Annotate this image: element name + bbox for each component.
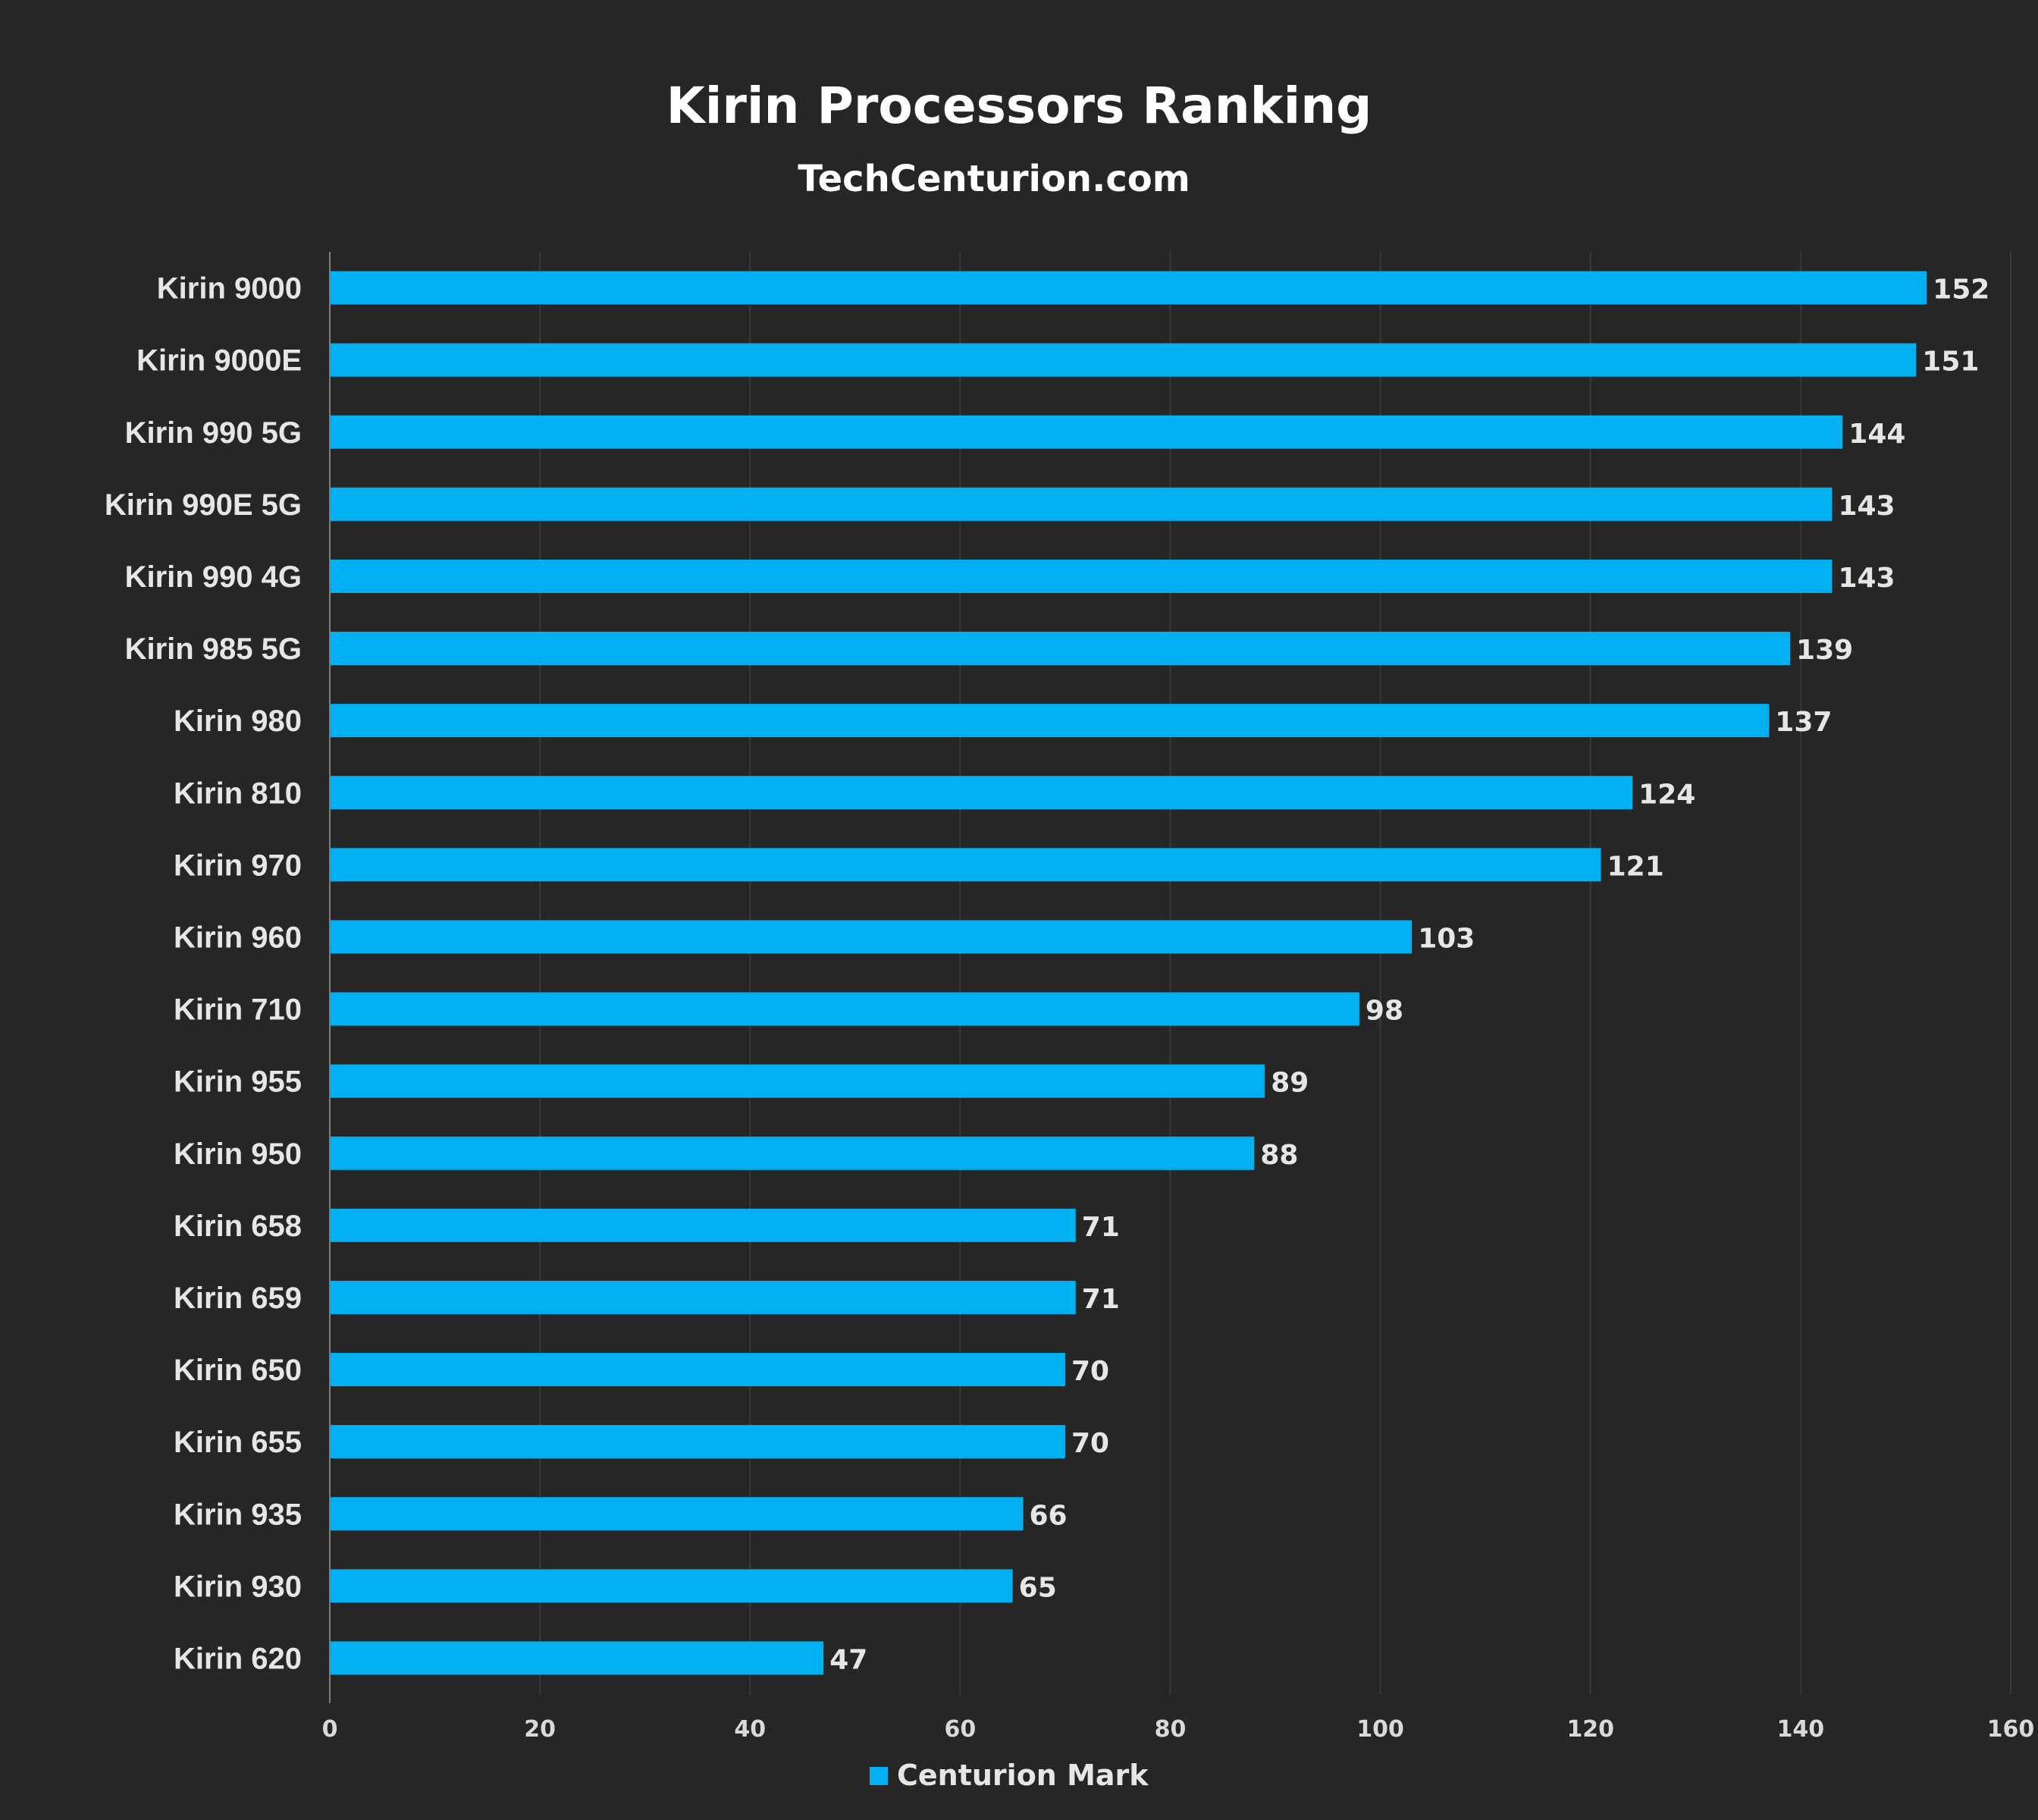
data-label: 151 [1922,347,1979,378]
data-label: 137 [1775,707,1832,738]
bar [331,1569,1013,1603]
data-label: 70 [1071,1356,1109,1387]
bar [331,992,1359,1026]
bar [331,487,1833,521]
data-label: 143 [1838,563,1895,594]
bar [331,1064,1265,1098]
data-label: 98 [1365,996,1403,1027]
gridlines [539,252,2011,1694]
bar [331,1208,1076,1242]
category-label: Kirin 990 4G [125,560,302,594]
chart-subtitle: TechCenturion.com [798,158,1190,200]
data-label: 88 [1260,1140,1298,1171]
category-label: Kirin 970 [174,849,302,882]
x-tick-label: 120 [1566,1716,1614,1743]
data-label: 121 [1607,851,1664,882]
data-label: 71 [1082,1212,1120,1243]
category-label: Kirin 620 [174,1642,302,1675]
category-label: Kirin 9000E [136,344,302,378]
bar [331,1353,1065,1387]
data-label: 89 [1271,1068,1309,1099]
bars: 152 151 144 143 143 139 137 124 121 103 98 89 88 71 71… [331,271,1989,1675]
bar [331,559,1833,593]
data-label: 103 [1418,923,1475,954]
data-label: 47 [829,1644,867,1675]
category-label: Kirin 655 [174,1426,302,1459]
data-label: 143 [1838,491,1895,522]
bar [331,343,1917,377]
bar [331,1497,1024,1531]
data-label: 139 [1796,635,1853,666]
bar [331,271,1927,305]
category-label: Kirin 810 [174,777,302,810]
x-tick-label: 40 [734,1716,766,1743]
category-label: Kirin 985 5G [125,632,302,666]
category-label: Kirin 659 [174,1282,302,1315]
data-label: 66 [1030,1500,1068,1531]
x-tick-label: 60 [945,1716,977,1743]
data-label: 65 [1019,1572,1057,1603]
category-label: Kirin 950 [174,1138,302,1171]
bar [331,1136,1255,1170]
chart-title: Kirin Processors Ranking [666,77,1372,135]
bar [331,848,1601,882]
category-label: Kirin 930 [174,1570,302,1603]
category-label: Kirin 990E 5G [105,488,302,522]
bar [331,704,1770,738]
category-label: Kirin 935 [174,1498,302,1531]
legend: Centurion Mark [870,1759,1149,1792]
bar [331,1641,824,1675]
category-label: Kirin 710 [174,993,302,1027]
bar [331,776,1633,810]
data-label: 70 [1071,1428,1109,1459]
legend-swatch [870,1767,888,1785]
bar [331,415,1843,449]
data-label: 152 [1933,275,1989,306]
x-tick-label: 20 [524,1716,556,1743]
bar [331,1280,1076,1314]
x-tick-label: 160 [1987,1716,2035,1743]
x-tick-label: 100 [1356,1716,1404,1743]
bar [331,920,1412,954]
category-label: Kirin 658 [174,1210,302,1243]
x-tick-label: 80 [1155,1716,1187,1743]
category-label: Kirin 955 [174,1065,302,1099]
bar [331,1425,1065,1459]
x-tick-label: 140 [1777,1716,1825,1743]
bar [331,632,1791,666]
legend-label: Centurion Mark [897,1759,1149,1792]
data-label: 124 [1638,779,1695,810]
category-label: Kirin 960 [174,921,302,954]
data-label: 144 [1848,419,1905,450]
category-label: Kirin 980 [174,704,302,738]
category-label: Kirin 650 [174,1354,302,1387]
data-label: 71 [1082,1284,1120,1315]
axes: 0 20 40 60 80 100 120 140 160 Kirin 9000 Kirin 900… [105,252,2034,1743]
category-label: Kirin 990 5G [125,416,302,450]
category-label: Kirin 9000 [157,272,302,306]
x-tick-label: 0 [322,1716,338,1743]
